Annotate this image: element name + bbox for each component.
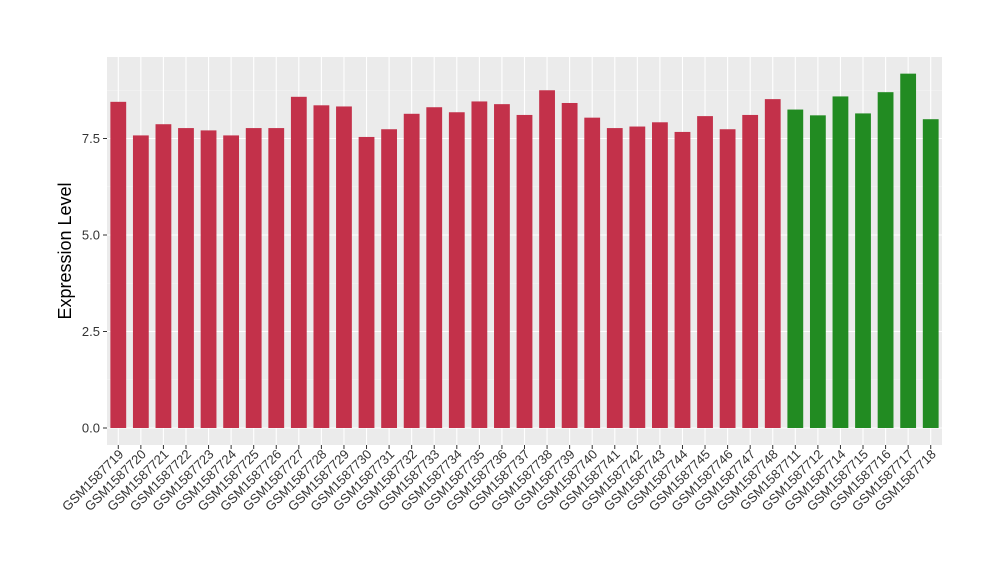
bar-GSM1587724 [223,135,240,429]
bar-GSM1587733 [426,107,443,428]
bar-GSM1587745 [697,116,713,428]
bar-GSM1587726 [268,128,285,428]
bar-GSM1587731 [381,129,397,428]
y-axis: 0.0 2.5 5.0 7.5 [82,131,107,436]
bar-GSM1587729 [336,106,352,428]
y-axis-title: Expression Level [55,182,75,319]
bar-GSM1587746 [719,129,736,428]
bars [110,73,939,429]
y-tick-label: 2.5 [82,324,100,339]
bar-GSM1587725 [245,128,262,428]
bar-GSM1587737 [516,114,533,428]
y-tick-label: 5.0 [82,228,100,243]
bar-GSM1587743 [652,122,668,429]
bar-GSM1587721 [155,124,172,428]
bar-GSM1587728 [313,105,330,428]
bar-GSM1587711 [787,109,804,429]
bar-GSM1587748 [764,99,781,429]
bar-GSM1587741 [606,128,623,428]
bar-GSM1587736 [494,104,510,428]
bar-GSM1587738 [539,90,555,428]
bar-GSM1587723 [200,130,217,429]
bar-GSM1587747 [742,114,759,428]
y-tick-label: 7.5 [82,131,100,146]
bar-GSM1587716 [877,92,894,429]
bar-GSM1587719 [110,101,127,428]
bar-GSM1587732 [403,113,420,429]
bar-GSM1587744 [674,131,691,429]
bar-GSM1587740 [584,117,601,428]
bar-GSM1587727 [290,96,307,428]
bar-GSM1587735 [471,101,488,428]
bar-GSM1587714 [832,96,849,429]
bar-GSM1587734 [448,112,465,428]
bar-GSM1587718 [922,119,939,428]
x-axis: GSM1587719GSM1587720GSM1587721GSM1587722… [59,445,939,514]
bar-GSM1587717 [900,73,917,428]
bar-GSM1587722 [178,128,194,428]
bar-GSM1587715 [855,113,871,428]
bar-GSM1587730 [358,136,375,428]
bar-GSM1587742 [629,126,646,428]
bar-GSM1587712 [809,115,826,428]
bar-GSM1587739 [561,102,578,428]
y-tick-label: 0.0 [82,421,100,436]
bar-GSM1587720 [132,135,149,429]
